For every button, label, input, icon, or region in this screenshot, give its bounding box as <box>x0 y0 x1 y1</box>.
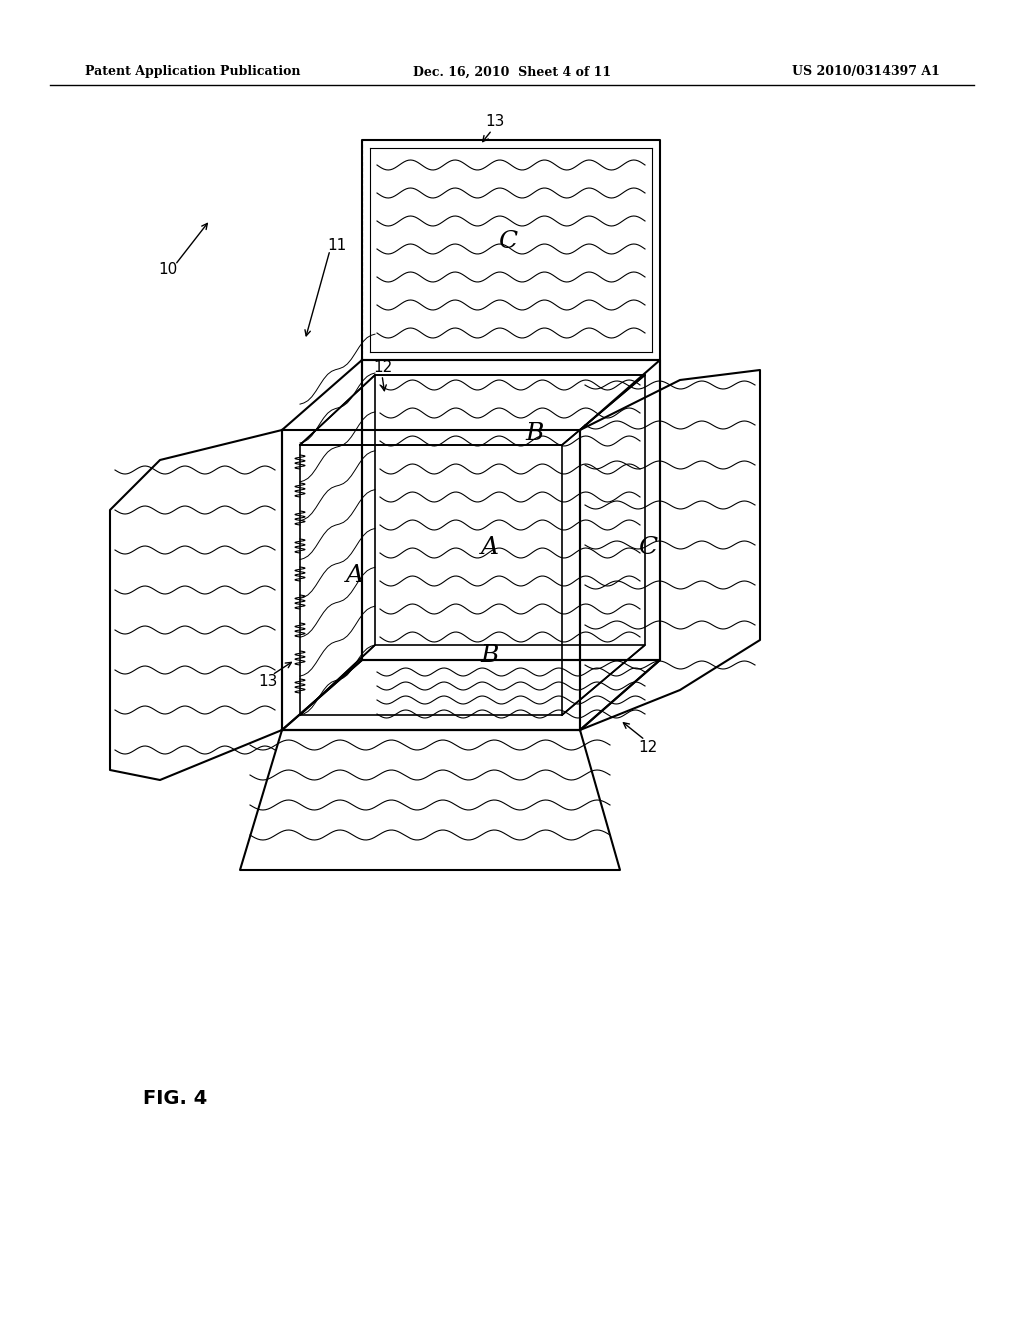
Text: A: A <box>481 536 499 560</box>
Text: 10: 10 <box>159 263 177 277</box>
Text: 13: 13 <box>485 115 505 129</box>
Text: Patent Application Publication: Patent Application Publication <box>85 66 300 78</box>
Text: 11: 11 <box>328 238 347 252</box>
Text: 12: 12 <box>638 741 657 755</box>
Text: US 2010/0314397 A1: US 2010/0314397 A1 <box>793 66 940 78</box>
Text: Dec. 16, 2010  Sheet 4 of 11: Dec. 16, 2010 Sheet 4 of 11 <box>413 66 611 78</box>
Text: C: C <box>638 536 657 560</box>
Text: 13: 13 <box>258 675 278 689</box>
Text: 12: 12 <box>374 360 392 375</box>
Text: C: C <box>499 231 517 253</box>
Text: B: B <box>525 421 544 445</box>
Text: B: B <box>481 644 499 667</box>
Text: A: A <box>346 564 364 586</box>
Text: FIG. 4: FIG. 4 <box>143 1089 207 1107</box>
